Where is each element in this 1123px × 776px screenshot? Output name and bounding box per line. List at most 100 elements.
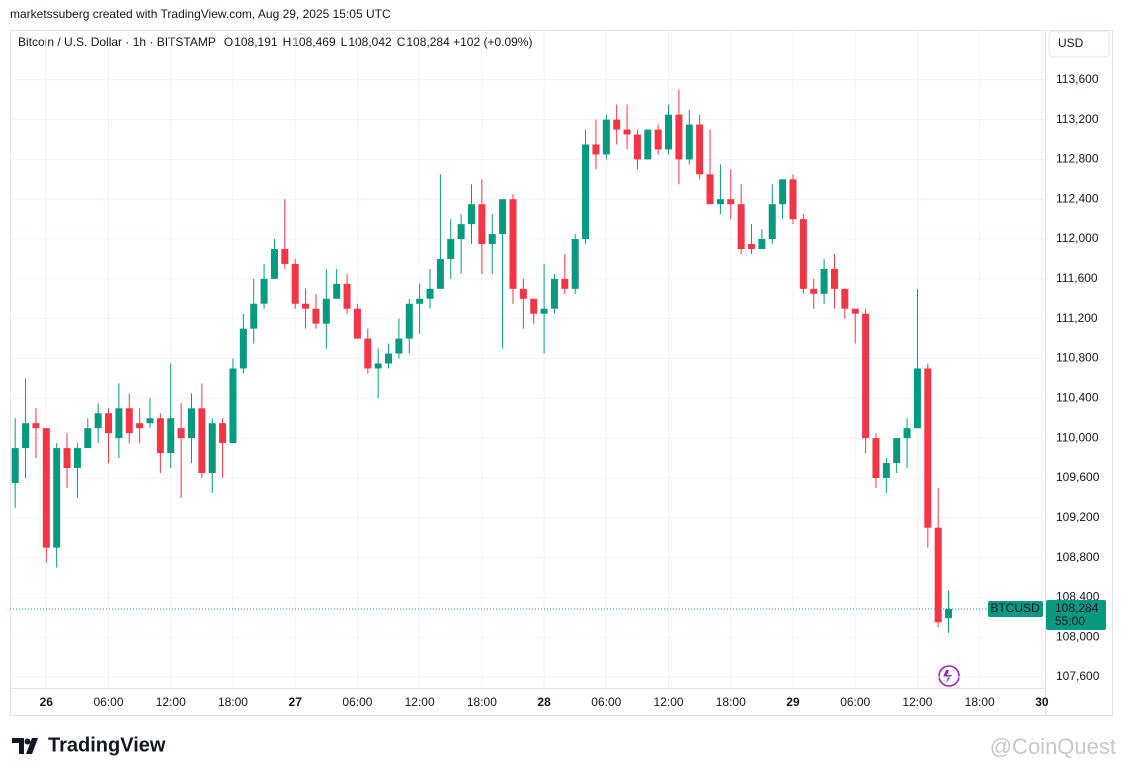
y-tick-label: 113,200 bbox=[1056, 112, 1099, 126]
icon-ring[interactable] bbox=[938, 665, 960, 687]
candle-body bbox=[312, 308, 320, 324]
y-tick-label: 109,200 bbox=[1056, 510, 1100, 524]
candle-body bbox=[42, 428, 50, 548]
candle-body bbox=[198, 408, 206, 473]
candle-body bbox=[924, 368, 932, 528]
y-tick-label: 111,600 bbox=[1056, 271, 1098, 285]
x-tick-label: 06:00 bbox=[342, 695, 372, 709]
candle-body bbox=[146, 418, 154, 424]
candle-body bbox=[53, 448, 61, 548]
legend-key: O bbox=[224, 35, 233, 49]
candle-body bbox=[499, 199, 507, 235]
candle-body bbox=[654, 129, 662, 150]
replay-icon[interactable] bbox=[938, 665, 960, 687]
candle-body bbox=[229, 368, 237, 444]
candle-body bbox=[665, 114, 673, 150]
y-tick-label: 112,800 bbox=[1056, 152, 1099, 166]
candle-body bbox=[187, 408, 195, 439]
candle-body bbox=[105, 413, 113, 434]
candle-body bbox=[156, 418, 164, 454]
candle-body bbox=[913, 368, 921, 429]
candle-body bbox=[716, 199, 724, 205]
legend-value: 108,284 +102 (+0.09%) bbox=[406, 35, 532, 49]
candle-body bbox=[799, 219, 807, 289]
icon-bolt[interactable] bbox=[943, 670, 952, 683]
candle-body bbox=[63, 448, 71, 469]
candle-body bbox=[882, 463, 890, 478]
candle-body bbox=[385, 353, 393, 364]
candle-body bbox=[550, 278, 558, 309]
candle-body bbox=[706, 174, 714, 205]
candle-body bbox=[136, 423, 144, 429]
candle-body bbox=[11, 448, 19, 483]
price-tag-label: 108,284 bbox=[1055, 601, 1099, 615]
currency-box[interactable] bbox=[1048, 30, 1110, 58]
candle-body bbox=[322, 298, 330, 324]
y-tick-label: 110,800 bbox=[1056, 351, 1099, 365]
x-tick-label: 27 bbox=[289, 695, 303, 709]
x-tick-label: 18:00 bbox=[218, 695, 248, 709]
y-tick-label: 112,400 bbox=[1056, 191, 1099, 205]
candle-body bbox=[84, 428, 92, 449]
candle-body bbox=[208, 423, 216, 473]
candle-body bbox=[592, 144, 600, 155]
x-tick-label: 06:00 bbox=[94, 695, 124, 709]
x-tick-label: 18:00 bbox=[965, 695, 995, 709]
candle-body bbox=[281, 249, 289, 264]
y-tick-label: 113,600 bbox=[1056, 72, 1099, 86]
candle-body bbox=[789, 179, 797, 220]
y-tick-label: 111,200 bbox=[1056, 311, 1098, 325]
candle-body bbox=[530, 298, 538, 314]
x-tick-label: 18:00 bbox=[467, 695, 497, 709]
watermark: @CoinQuest bbox=[990, 734, 1116, 759]
candle-body bbox=[260, 278, 268, 304]
x-tick-label: 06:00 bbox=[591, 695, 621, 709]
candle-body bbox=[125, 408, 133, 434]
candle-body bbox=[768, 204, 776, 240]
candle-body bbox=[519, 288, 527, 299]
y-tick-label: 110,400 bbox=[1056, 390, 1099, 404]
currency[interactable]: USD bbox=[1058, 36, 1084, 50]
candle-body bbox=[540, 308, 548, 314]
candle-body bbox=[436, 258, 444, 289]
candle-body bbox=[395, 338, 403, 354]
legend-value: 108,191 bbox=[234, 35, 278, 49]
candle-body bbox=[737, 204, 745, 250]
candle-body bbox=[934, 527, 942, 623]
candle-body bbox=[426, 288, 434, 299]
candle-body bbox=[94, 413, 102, 429]
y-tick-label: 108,000 bbox=[1056, 629, 1100, 643]
x-tick-label: 12:00 bbox=[654, 695, 684, 709]
x-tick-label: 28 bbox=[537, 695, 551, 709]
candle-body bbox=[353, 308, 361, 339]
candle-body bbox=[343, 283, 351, 309]
x-tick-label: 06:00 bbox=[840, 695, 870, 709]
candles bbox=[11, 89, 953, 634]
candle-body bbox=[748, 244, 756, 250]
candle-body bbox=[851, 308, 859, 314]
candle-body bbox=[457, 224, 465, 240]
candle-body bbox=[302, 303, 310, 309]
credit: marketssuberg created with TradingView.c… bbox=[10, 7, 391, 21]
candle-body bbox=[167, 418, 175, 454]
legend-key: H bbox=[283, 35, 292, 49]
x-tick-label: 12:00 bbox=[156, 695, 186, 709]
candle-body bbox=[22, 423, 30, 449]
symbol-tag bbox=[988, 600, 1043, 617]
candle-body bbox=[333, 283, 341, 299]
candle-body bbox=[447, 239, 455, 259]
legend-value: 108,042 bbox=[348, 35, 392, 49]
logo-dot bbox=[24, 738, 31, 745]
candle-body bbox=[820, 268, 828, 294]
candle-body bbox=[250, 303, 258, 329]
candle-body bbox=[177, 428, 185, 439]
candle-body bbox=[893, 438, 901, 464]
candle-body bbox=[872, 438, 880, 478]
candle-body bbox=[613, 119, 621, 130]
candle-body bbox=[115, 408, 123, 439]
candle-body bbox=[685, 124, 693, 160]
candle-body bbox=[779, 179, 787, 205]
